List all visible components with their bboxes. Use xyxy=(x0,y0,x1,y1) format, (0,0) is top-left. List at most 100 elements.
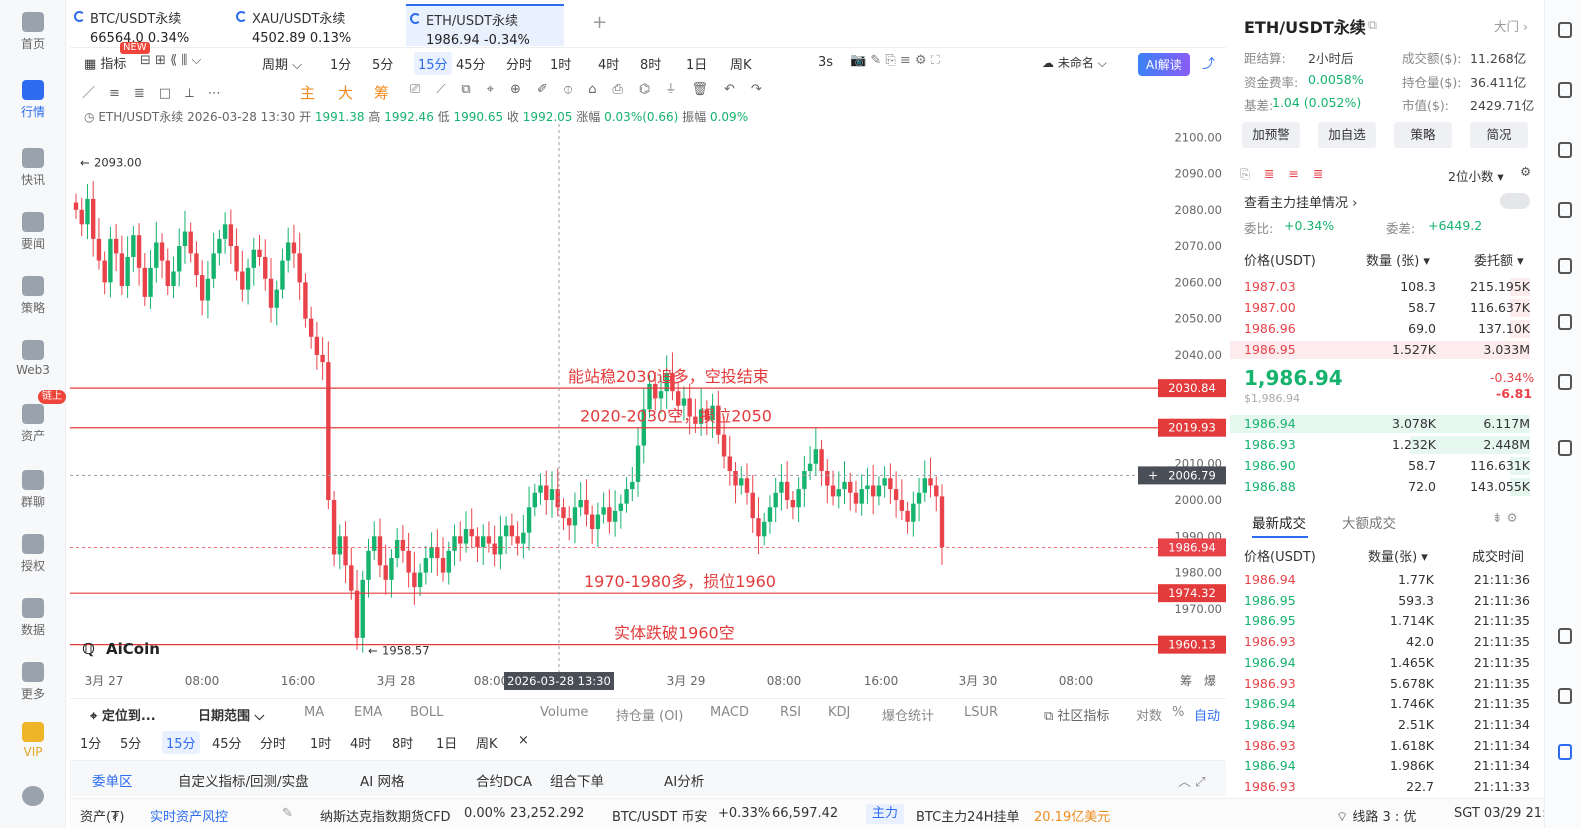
ob-header-qty[interactable]: 数量 (张) ▾ xyxy=(1366,254,1430,269)
ai-explain-button[interactable]: AI解读 xyxy=(1138,53,1190,76)
trade-filter-icons[interactable]: ⇟ ⚙ xyxy=(1492,510,1518,525)
watch-icon[interactable] xyxy=(1558,142,1572,158)
period-dropdown[interactable]: 周期 ⌵ xyxy=(262,58,303,73)
percent-scale-toggle[interactable]: % xyxy=(1172,705,1185,720)
decimals-dropdown[interactable]: 2位小数 ▾ xyxy=(1448,169,1504,184)
drawing-tool-icons[interactable]: ／≡≣□⟂⋯ xyxy=(82,86,235,101)
market-link[interactable]: 大门 › xyxy=(1494,19,1528,34)
bottom-interval-3[interactable]: 45分 xyxy=(212,737,242,752)
bid-row[interactable]: 1986.94 3.078K 6.117M xyxy=(1230,414,1530,434)
bottom-interval-5[interactable]: 1时 xyxy=(310,737,332,752)
bottom-interval-6[interactable]: 4时 xyxy=(350,737,372,752)
chat-icon[interactable] xyxy=(1558,744,1572,760)
sidebar-item-4[interactable]: 策略 xyxy=(0,276,66,316)
indicator-2[interactable]: BOLL xyxy=(410,705,444,720)
interval-8[interactable]: 1日 xyxy=(686,58,708,73)
date-range-dropdown[interactable]: 日期范围 ⌵ xyxy=(198,709,265,724)
sidebar-item-10[interactable]: 更多 xyxy=(0,662,66,702)
bottom-interval-1[interactable]: 5分 xyxy=(120,737,142,752)
indicator-4[interactable]: 持仓量 (OI) xyxy=(616,709,684,724)
risk-control-link[interactable]: 实时资产风控 xyxy=(150,810,229,825)
document-icon[interactable] xyxy=(1558,314,1572,330)
add-tab-icon[interactable]: + xyxy=(592,12,608,33)
bottom-interval-0[interactable]: 1分 xyxy=(80,737,102,752)
interval-7[interactable]: 8时 xyxy=(640,58,662,73)
bottom-interval-2[interactable]: 15分 xyxy=(162,731,200,754)
panel-tab-4[interactable]: 组合下单 xyxy=(550,774,604,790)
trades-header-qty[interactable]: 数量(张) ▾ xyxy=(1368,550,1428,565)
sidebar-item-6[interactable]: 资产 链上 xyxy=(0,390,66,444)
indicator-5[interactable]: MACD xyxy=(710,705,749,720)
profile-button[interactable]: 简况 xyxy=(1470,122,1528,148)
indicator-1[interactable]: EMA xyxy=(354,705,383,720)
orderbook-view-icons[interactable]: ⎘≣≡≣ xyxy=(1240,166,1338,181)
tab-btc[interactable]: BTC/USDT永续 66564.0 0.34% NEW xyxy=(70,4,228,54)
toolbar-tool-icons[interactable]: 📷 ✎ ⎘ ≡ ⚙ ⛶ xyxy=(850,53,940,68)
main-orders-toggle[interactable] xyxy=(1500,193,1530,209)
grid-icon[interactable] xyxy=(1558,202,1572,218)
strategy-button[interactable]: 策略 xyxy=(1394,122,1452,148)
bid-row[interactable]: 1986.90 58.7 116.631K xyxy=(1230,456,1530,476)
price-chart[interactable]: 2100.00 2090.00 2080.00 2070.00 2060.00 2050.… xyxy=(70,124,1226,694)
sidebar-item-5[interactable]: Web3 xyxy=(0,340,66,377)
assets-label[interactable]: 资产(₮) xyxy=(80,810,125,825)
layout-name-dropdown[interactable]: ☁ 未命名 ⌵ xyxy=(1042,56,1107,70)
btc-ticker-name[interactable]: BTC/USDT 币安 xyxy=(612,810,708,825)
list-icon[interactable] xyxy=(1558,82,1572,98)
interval-1[interactable]: 5分 xyxy=(372,58,394,73)
tab-latest-trades[interactable]: 最新成交 xyxy=(1252,516,1306,532)
edit-icon[interactable]: ✎ xyxy=(282,806,293,821)
community-indicator-button[interactable]: ⧉ 社区指标 xyxy=(1044,709,1110,724)
settings-icon[interactable] xyxy=(22,786,44,806)
sidebar-item-8[interactable]: 授权 xyxy=(0,534,66,574)
sidebar-item-9[interactable]: 数据 xyxy=(0,598,66,638)
panel-tab-2[interactable]: AI 网格 xyxy=(360,774,405,790)
bid-row[interactable]: 1986.93 1.232K 2.448M xyxy=(1230,435,1530,455)
btc-main-orders-label[interactable]: BTC主力24H挂单 xyxy=(916,810,1020,825)
interval-0[interactable]: 1分 xyxy=(330,58,352,73)
panel-tab-3[interactable]: 合约DCA xyxy=(476,774,533,790)
network-line-status[interactable]: ⌔ 线路 3 : 优 xyxy=(1336,810,1417,825)
interval-4[interactable]: 分时 xyxy=(506,58,533,73)
interval-3[interactable]: 45分 xyxy=(456,58,486,73)
bottom-interval-9[interactable]: 周K xyxy=(476,737,498,752)
copy-icon[interactable]: ⧉ xyxy=(1368,17,1377,32)
panel-tab-5[interactable]: AI分析 xyxy=(664,774,705,790)
bottom-interval-8[interactable]: 1日 xyxy=(436,737,458,752)
interval-2[interactable]: 15分 xyxy=(414,52,452,75)
indicator-7[interactable]: KDJ xyxy=(828,705,851,720)
panel-tab-1[interactable]: 自定义指标/回测/实盘 xyxy=(178,774,309,790)
settings-icon[interactable]: ⚙ xyxy=(1520,164,1532,179)
interval-5[interactable]: 1时 xyxy=(550,58,572,73)
indicator-button[interactable]: ▦ 指标 xyxy=(84,57,127,72)
calendar-icon[interactable] xyxy=(1558,628,1572,644)
layout-icon[interactable] xyxy=(1558,22,1572,38)
indicator-9[interactable]: LSUR xyxy=(964,705,999,720)
sidebar-item-1[interactable]: 行情 xyxy=(0,80,66,120)
bid-row[interactable]: 1986.88 72.0 143.055K xyxy=(1230,477,1530,497)
add-alert-button[interactable]: 加预警 xyxy=(1242,122,1300,148)
camera-icon[interactable] xyxy=(1558,374,1572,390)
bottom-interval-7[interactable]: 8时 xyxy=(392,737,414,752)
log-scale-toggle[interactable]: 对数 xyxy=(1136,709,1163,724)
panel-tab-0[interactable]: 委单区 xyxy=(92,774,133,790)
monitor-icon[interactable] xyxy=(1558,258,1572,274)
ask-row[interactable]: 1986.95 1.527K 3.033M xyxy=(1230,340,1530,360)
ask-row[interactable]: 1986.96 69.0 137.10K xyxy=(1230,319,1530,339)
main-orders-link[interactable]: 查看主力挂单情况 › xyxy=(1244,196,1358,211)
chip-toggle[interactable]: 筹 xyxy=(1180,674,1192,688)
nasdaq-name[interactable]: 纳斯达克指数期货CFD xyxy=(320,810,451,825)
tab-eth[interactable]: ETH/USDT永续 1986.94 -0.34% xyxy=(406,4,564,48)
large-order-button[interactable]: 大 xyxy=(338,84,354,102)
layout-icons[interactable]: ⊟ ⊞ ⟪ ⫼ ⌵ xyxy=(140,53,202,68)
auto-scale-toggle[interactable]: 自动 xyxy=(1194,709,1221,724)
tab-xau[interactable]: XAU/USDT永续 4502.89 0.13% xyxy=(232,4,390,46)
indicator-0[interactable]: MA xyxy=(304,705,325,720)
add-favorite-button[interactable]: 加自选 xyxy=(1318,122,1376,148)
sidebar-item-11[interactable]: VIP xyxy=(0,722,66,759)
help-icon[interactable] xyxy=(1558,440,1572,456)
interval-6[interactable]: 4时 xyxy=(598,58,620,73)
goto-button[interactable]: ⌖ 定位到... xyxy=(90,709,156,724)
headset-icon[interactable] xyxy=(1558,688,1572,704)
sidebar-item-0[interactable]: 首页 xyxy=(0,12,66,52)
